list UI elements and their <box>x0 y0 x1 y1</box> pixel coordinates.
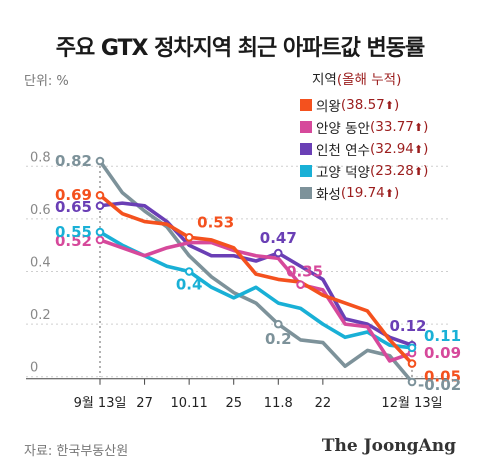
legend-title: 지역(올해 누적) <box>312 68 460 88</box>
y-tick-label: 0.4 <box>30 256 51 271</box>
legend-swatch <box>300 121 312 133</box>
legend-close-paren: ) <box>393 185 400 201</box>
data-point <box>407 343 417 353</box>
data-point <box>407 359 417 368</box>
y-tick-label: 0.6 <box>30 203 51 218</box>
axis-layer: 0 0.2 0.4 0.6 0.8 9월 13일 27 10.11 25 11.8 22 12월 13… <box>26 150 448 411</box>
data-label: 0.35 <box>286 263 323 281</box>
data-point <box>296 280 305 289</box>
legend-swatch <box>300 99 312 111</box>
data-point <box>273 319 283 329</box>
legend-ytd-change: (38.57 <box>340 97 385 113</box>
series-layer <box>98 159 414 384</box>
x-tick-label: 22 <box>315 396 332 411</box>
series-line <box>98 238 414 363</box>
x-tick-label: 9월 13일 <box>74 396 127 411</box>
data-label: 0.2 <box>265 330 292 348</box>
unit-label: 단위: % <box>24 74 69 89</box>
data-label: 0.55 <box>55 223 92 241</box>
series-line <box>98 230 414 350</box>
legend-item: 안양 동안 (33.77 ⬆) <box>300 116 460 138</box>
legend-series-name: 고양 덕양 <box>316 165 370 181</box>
publisher-logo: The JoongAng <box>321 436 456 456</box>
legend-swatch <box>300 143 312 155</box>
legend-item: 인천 연수 (32.94 ⬆) <box>300 138 460 160</box>
legend-close-paren: ) <box>423 141 429 157</box>
data-point <box>184 267 194 276</box>
legend-ytd-change: (23.28 <box>369 163 414 179</box>
data-point <box>273 248 283 258</box>
legend-ytd-change: (19.74 <box>340 185 385 201</box>
legend-ytd-change: (33.77 <box>369 119 414 135</box>
up-arrow-icon: ⬆ <box>384 186 394 200</box>
legend-swatch <box>300 165 312 177</box>
data-point <box>95 156 105 166</box>
legend-items: 의왕 (38.57 ⬆) 안양 동안 (33.77 ⬆) 인천 연수 (32.94 ⬆) 고… <box>300 94 460 204</box>
data-label: 0.53 <box>197 213 234 231</box>
legend-ytd-change: (32.94 <box>369 141 414 157</box>
data-label: -0.02 <box>418 376 461 394</box>
y-tick-label: 0.8 <box>30 150 51 165</box>
up-arrow-icon: ⬆ <box>413 164 424 178</box>
data-label: 0.47 <box>260 229 297 247</box>
data-point <box>184 233 194 242</box>
data-point <box>95 201 105 211</box>
data-label: 0.69 <box>55 186 92 204</box>
data-label: 0.82 <box>55 152 92 170</box>
data-point <box>95 235 105 245</box>
data-label: 0.09 <box>424 344 461 362</box>
x-tick-label: 12월 13일 <box>381 396 442 411</box>
data-label: 0.05 <box>424 368 461 386</box>
legend-series-name: 안양 동안 <box>316 121 370 137</box>
data-label: 0.12 <box>389 317 426 335</box>
legend-item: 고양 덕양 (23.28 ⬆) <box>300 160 460 182</box>
legend-swatch <box>300 187 312 199</box>
y-tick-label: 0 <box>30 361 38 376</box>
up-arrow-icon: ⬆ <box>384 98 394 112</box>
series-line <box>98 159 414 384</box>
data-point <box>95 190 105 200</box>
x-tick-label: 11.8 <box>264 396 293 411</box>
legend-series-name: 의왕 <box>316 99 341 115</box>
legend-item: 의왕 (38.57 ⬆) <box>300 94 460 116</box>
data-label-layer: 0.69 0.53 0.05 0.52 0.35 0.09 0.65 0.47 0.12 0.55… <box>55 152 461 394</box>
legend-title-sub: (올해 누적) <box>336 72 402 88</box>
legend-close-paren: ) <box>423 119 429 135</box>
data-point <box>95 227 105 237</box>
y-tick-label: 0.2 <box>30 308 51 323</box>
data-label: 0.4 <box>176 276 203 294</box>
legend-series-name: 인천 연수 <box>316 143 370 159</box>
series-line <box>98 193 414 366</box>
legend-title-main: 지역 <box>312 72 337 88</box>
legend-series-name: 화성 <box>316 187 341 203</box>
legend-close-paren: ) <box>423 163 429 179</box>
data-label: 0.65 <box>55 198 92 216</box>
up-arrow-icon: ⬆ <box>413 120 424 134</box>
legend-item: 화성 (19.74 ⬆) <box>300 182 460 204</box>
chart-title: 주요 GTX 정차지역 최근 아파트값 변동률 <box>55 36 426 61</box>
x-tick-label: 10.11 <box>171 396 208 411</box>
data-point <box>407 377 417 387</box>
data-label: 0.52 <box>55 232 92 250</box>
up-arrow-icon: ⬆ <box>413 142 424 156</box>
data-label: 0.11 <box>424 327 461 345</box>
legend-close-paren: ) <box>393 97 400 113</box>
series-line <box>98 201 414 347</box>
x-tick-label: 27 <box>136 396 153 411</box>
legend: 지역(올해 누적) 의왕 (38.57 ⬆) 안양 동안 (33.77 ⬆) 인천 연수… <box>300 68 460 204</box>
source-note: 자료: 한국부동산원 <box>24 444 129 459</box>
x-tick-label: 25 <box>225 396 242 411</box>
